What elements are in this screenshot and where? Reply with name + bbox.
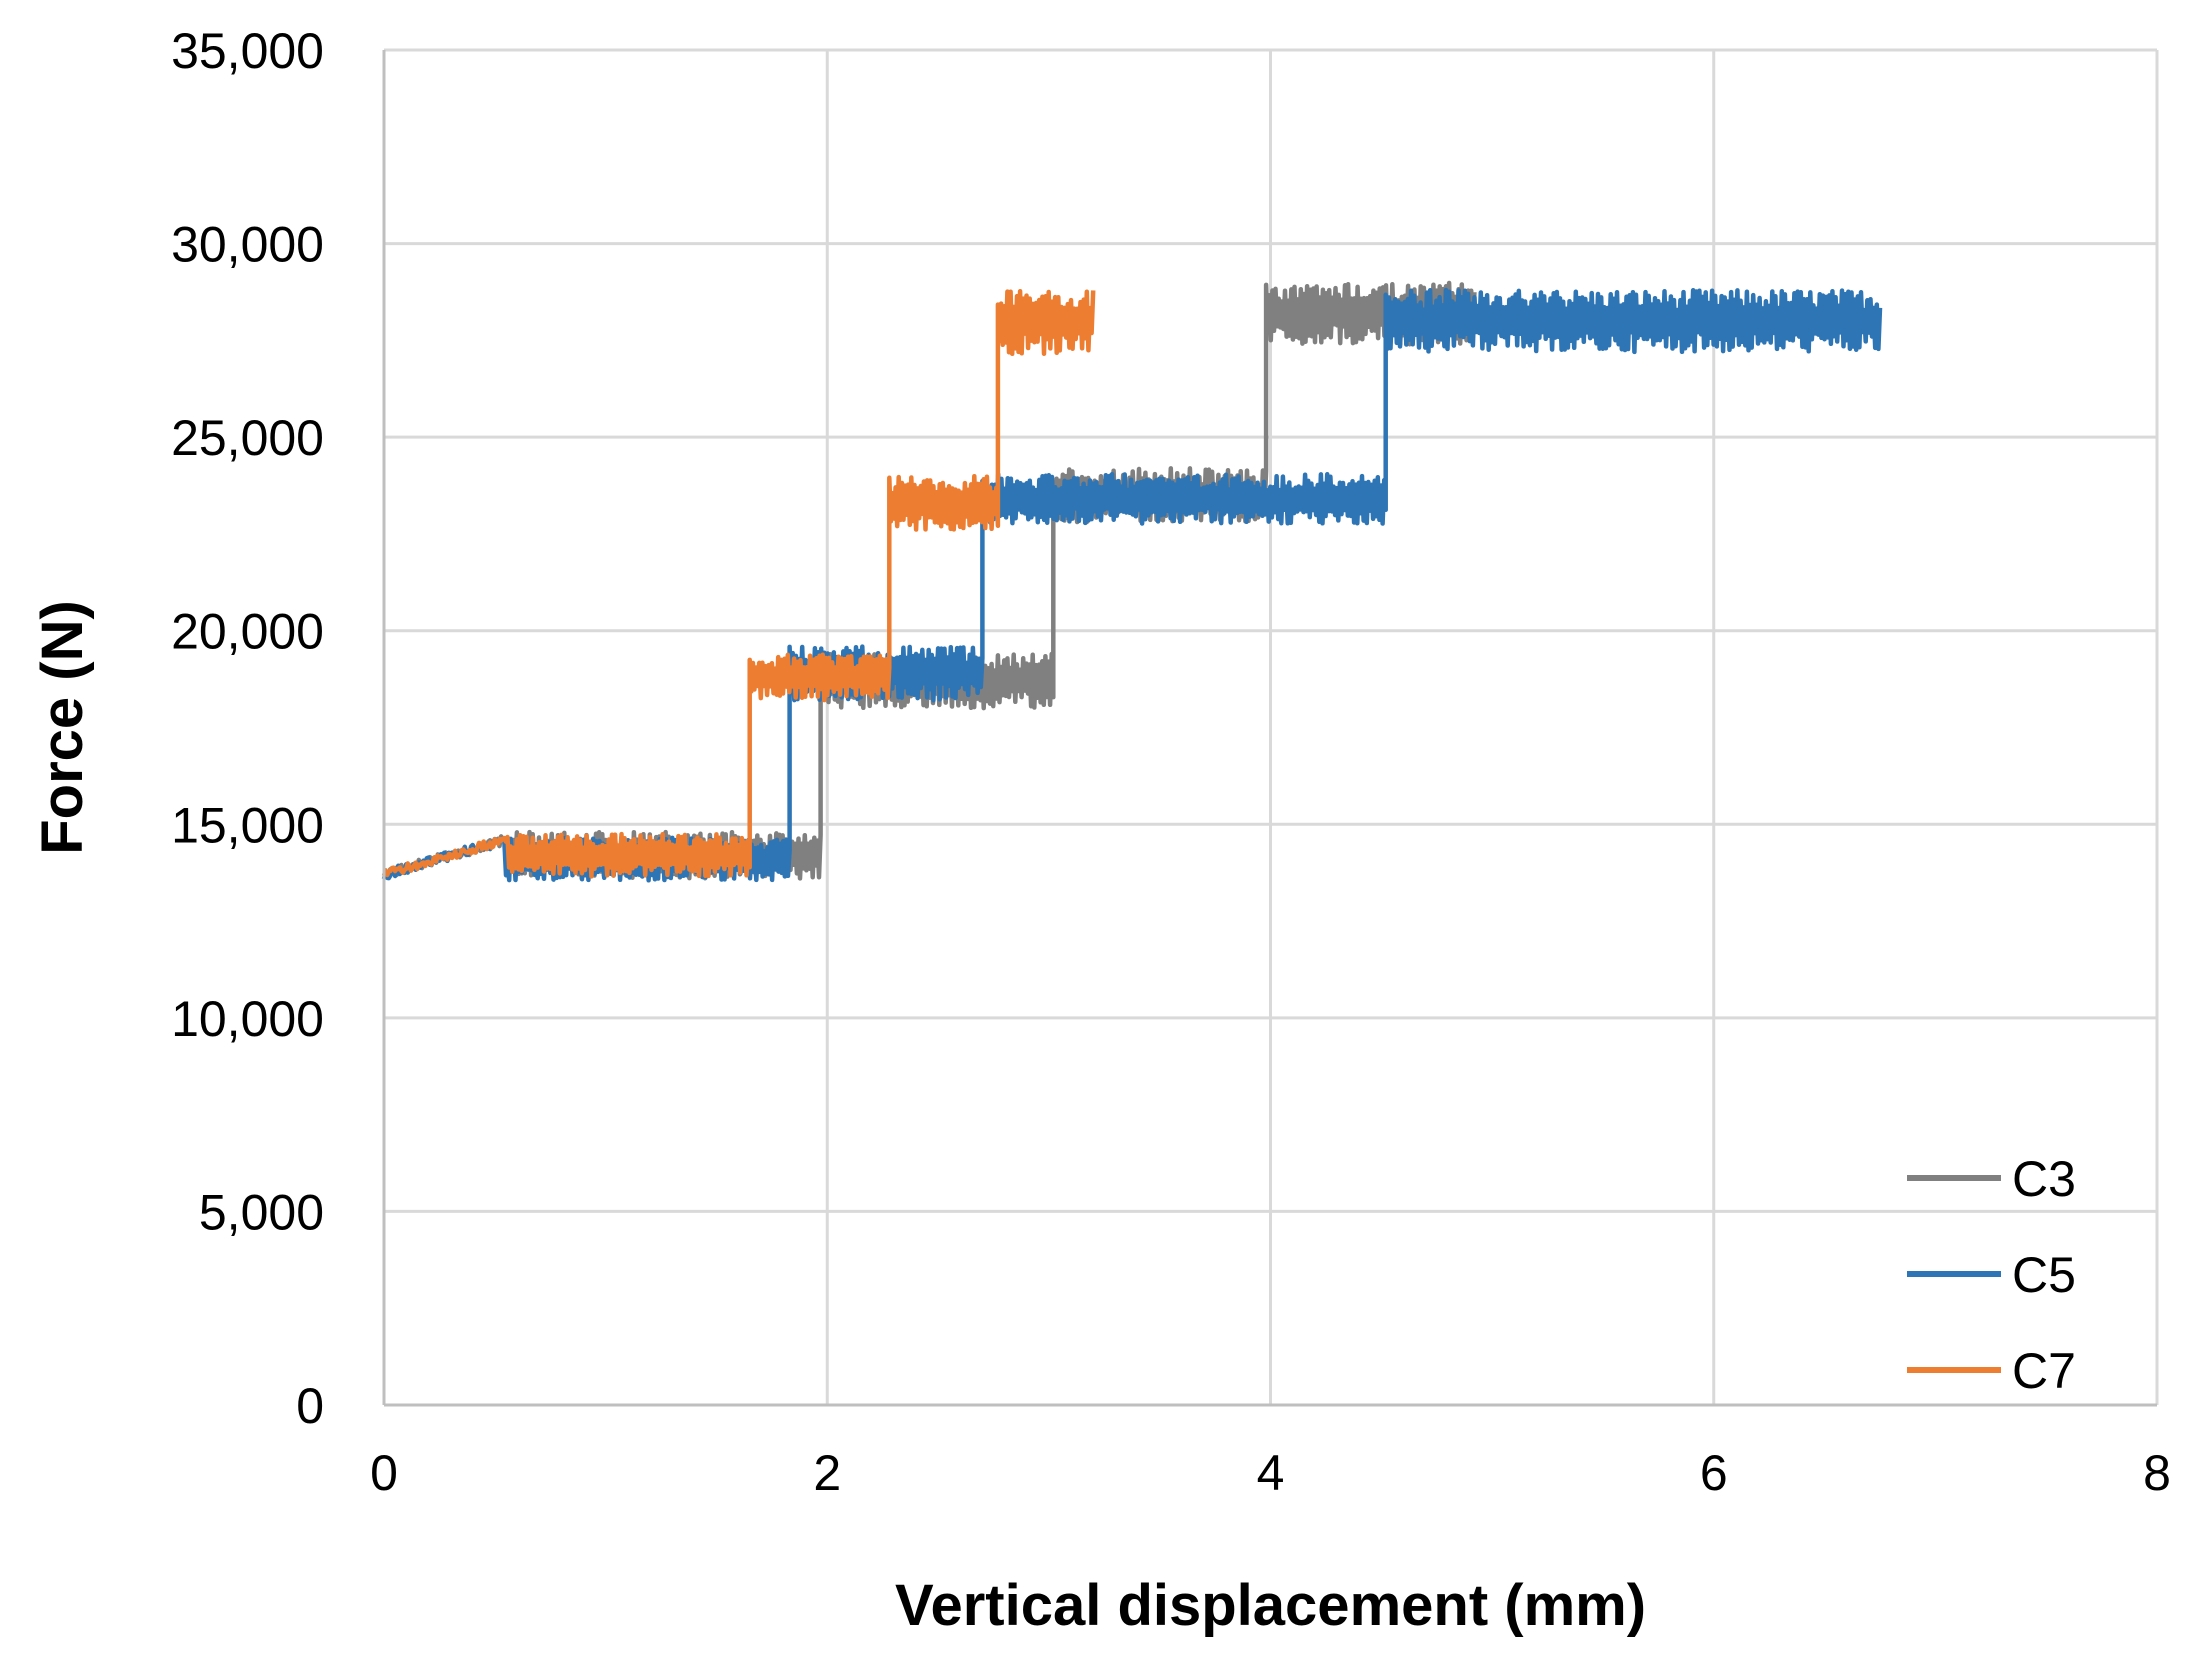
gridlines (384, 48, 2159, 1405)
legend-label-c3: C3 (2012, 1151, 2076, 1207)
x-tick-label: 0 (370, 1445, 398, 1501)
x-axis-title: Vertical displacement (mm) (895, 1573, 1646, 1638)
y-tick-label: 25,000 (171, 410, 324, 466)
y-axis-title: Force (N) (30, 600, 95, 855)
legend: C3 C5 C7 (1907, 1151, 2076, 1399)
tick-labels: 0 2 4 6 8 0 5,000 10,000 15,000 20,000 25,000 30,00… (171, 23, 2171, 1501)
y-tick-label: 10,000 (171, 991, 324, 1047)
x-tick-label: 2 (813, 1445, 841, 1501)
y-tick-label: 20,000 (171, 604, 324, 660)
axes (382, 50, 2157, 1407)
legend-label-c7: C7 (2012, 1343, 2076, 1399)
x-tick-label: 6 (1700, 1445, 1728, 1501)
y-tick-label: 30,000 (171, 217, 324, 273)
y-tick-label: 35,000 (171, 23, 324, 79)
y-tick-label: 0 (296, 1378, 324, 1434)
x-tick-label: 4 (1257, 1445, 1285, 1501)
y-tick-label: 15,000 (171, 797, 324, 853)
series-line-c7 (381, 289, 1096, 879)
legend-label-c5: C5 (2012, 1247, 2076, 1303)
y-tick-label: 5,000 (199, 1184, 324, 1240)
series-lines (381, 280, 1883, 883)
x-tick-label: 8 (2143, 1445, 2171, 1501)
